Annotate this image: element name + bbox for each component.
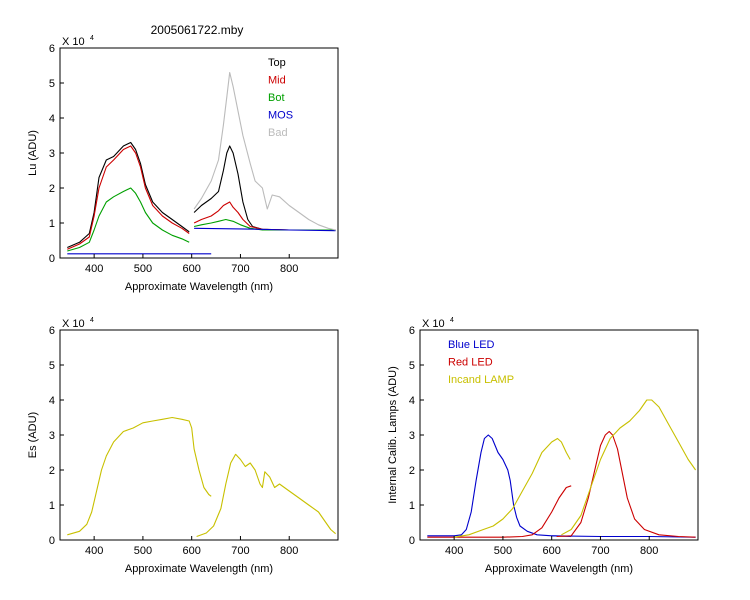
y-tick-label: 6 bbox=[409, 325, 415, 337]
y-tick-label: 2 bbox=[49, 465, 55, 477]
y-tick-label: 1 bbox=[49, 218, 55, 230]
series-line-top-1 bbox=[67, 141, 190, 249]
y-scale-label: X 10 bbox=[62, 36, 85, 48]
legend-entry: Top bbox=[268, 57, 286, 69]
y-tick-label: 0 bbox=[49, 535, 55, 547]
x-tick-label: 700 bbox=[591, 545, 609, 557]
y-tick-label: 1 bbox=[49, 500, 55, 512]
x-tick-label: 400 bbox=[85, 263, 103, 275]
series-line-es-2 bbox=[196, 453, 336, 538]
legend-entry: Red LED bbox=[448, 357, 493, 369]
x-axis-label: Approximate Wavelength (nm) bbox=[125, 563, 273, 575]
y-tick-label: 1 bbox=[409, 500, 415, 512]
y-tick-label: 2 bbox=[409, 465, 415, 477]
x-tick-label: 600 bbox=[183, 263, 201, 275]
plot-frame bbox=[59, 329, 339, 541]
series-group bbox=[67, 71, 336, 255]
y-tick-label: 5 bbox=[409, 360, 415, 372]
legend-entry: Bot bbox=[268, 92, 285, 104]
legend-entry: Incand LAMP bbox=[448, 374, 514, 386]
series-group bbox=[427, 399, 697, 538]
x-axis-label: Approximate Wavelength (nm) bbox=[485, 563, 633, 575]
legend-entry: Mid bbox=[268, 75, 286, 87]
y-axis-label: Internal Calib. Lamps (ADU) bbox=[387, 366, 399, 504]
y-tick-label: 6 bbox=[49, 43, 55, 55]
y-tick-label: 0 bbox=[49, 253, 55, 265]
y-scale-exponent: 4 bbox=[90, 317, 94, 324]
y-scale-exponent: 4 bbox=[450, 317, 454, 324]
y-tick-label: 4 bbox=[409, 395, 415, 407]
plot-frame bbox=[59, 47, 339, 259]
x-tick-label: 500 bbox=[134, 263, 152, 275]
legend-entry: Bad bbox=[268, 127, 288, 139]
x-tick-label: 600 bbox=[543, 545, 561, 557]
y-tick-label: 4 bbox=[49, 113, 55, 125]
y-tick-label: 4 bbox=[49, 395, 55, 407]
y-tick-label: 3 bbox=[49, 148, 55, 160]
series-line-mid-2 bbox=[193, 201, 336, 231]
y-tick-label: 6 bbox=[49, 325, 55, 337]
series-line-incand-lamp-2 bbox=[561, 399, 697, 536]
y-scale-label: X 10 bbox=[422, 318, 445, 330]
chart-panel-3: 400 500 600 700 800 0 1 2 3 4 5 6 X 10 4 Approximate W… bbox=[387, 317, 699, 575]
x-tick-label: 400 bbox=[85, 545, 103, 557]
y-tick-label: 2 bbox=[49, 183, 55, 195]
series-group bbox=[67, 416, 336, 538]
y-tick-label: 5 bbox=[49, 360, 55, 372]
y-axis-label: Es (ADU) bbox=[27, 412, 39, 458]
y-scale-exponent: 4 bbox=[90, 35, 94, 42]
series-line-blue-led-1 bbox=[427, 434, 572, 538]
x-tick-label: 800 bbox=[280, 263, 298, 275]
series-line-red-led-2 bbox=[556, 430, 696, 538]
y-axis-label: Lu (ADU) bbox=[27, 130, 39, 176]
series-line-top-2 bbox=[193, 145, 336, 231]
chart-panel-2: 400 500 600 700 800 0 1 2 3 4 5 6 X 10 4 Approximate W… bbox=[27, 317, 339, 575]
series-line-es-1 bbox=[67, 416, 212, 536]
legend: Blue LED Red LED Incand LAMP bbox=[448, 339, 514, 386]
x-axis-label: Approximate Wavelength (nm) bbox=[125, 281, 273, 293]
series-line-blue-led-2 bbox=[551, 535, 696, 538]
x-tick-label: 600 bbox=[183, 545, 201, 557]
x-tick-label: 500 bbox=[494, 545, 512, 557]
series-line-bot-1 bbox=[67, 187, 190, 252]
x-tick-label: 700 bbox=[231, 545, 249, 557]
series-line-incand-lamp-1 bbox=[454, 437, 571, 538]
series-line-mos-2 bbox=[194, 227, 336, 232]
x-tick-label: 400 bbox=[445, 545, 463, 557]
y-tick-label: 5 bbox=[49, 78, 55, 90]
series-line-red-led-1 bbox=[427, 485, 572, 538]
chart-panel-1: 400 500 600 700 800 0 1 2 3 4 5 6 X 10 4 Approximate W… bbox=[27, 35, 339, 293]
x-tick-label: 800 bbox=[640, 545, 658, 557]
y-tick-label: 3 bbox=[49, 430, 55, 442]
series-line-mid-1 bbox=[67, 145, 190, 250]
x-tick-label: 800 bbox=[280, 545, 298, 557]
legend-entry: MOS bbox=[268, 110, 293, 122]
x-tick-label: 700 bbox=[231, 263, 249, 275]
legend: Top Mid Bot MOS Bad bbox=[268, 57, 293, 139]
y-scale-label: X 10 bbox=[62, 318, 85, 330]
figure-title: 2005061722.mby bbox=[151, 23, 244, 37]
x-tick-label: 500 bbox=[134, 545, 152, 557]
legend-entry: Blue LED bbox=[448, 339, 495, 351]
y-tick-label: 3 bbox=[409, 430, 415, 442]
y-tick-label: 0 bbox=[409, 535, 415, 547]
series-line-bad-1 bbox=[193, 71, 336, 231]
